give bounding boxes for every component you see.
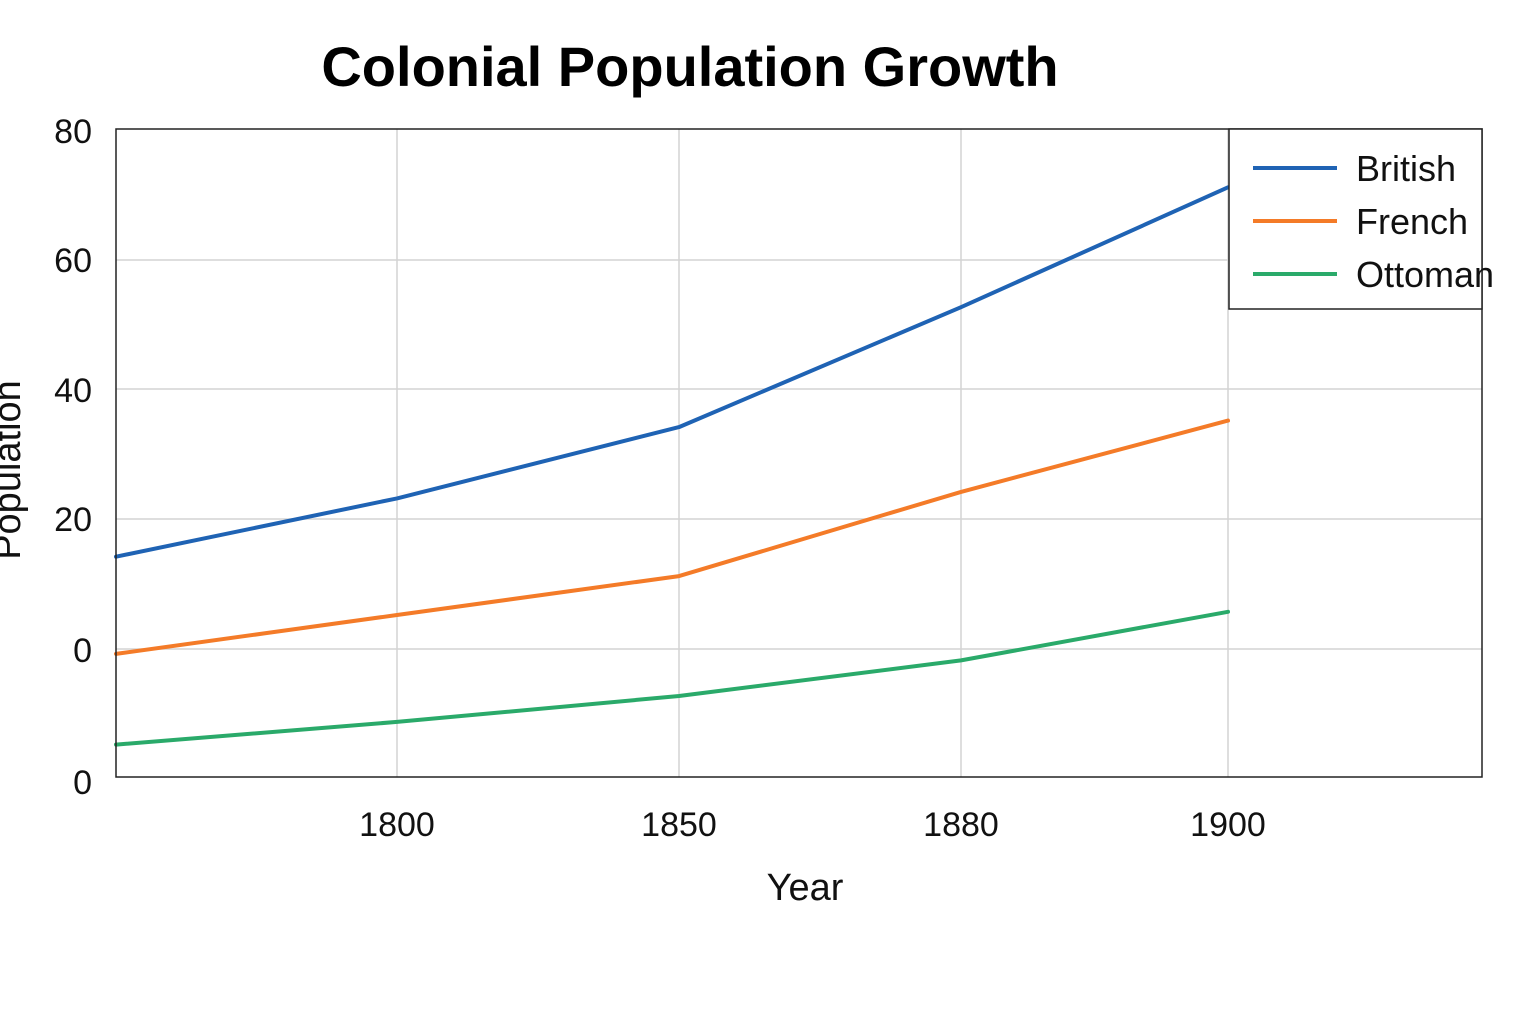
- y-tick-label-1: 0: [73, 632, 92, 670]
- legend-label-ottoman: Ottoman: [1356, 254, 1494, 295]
- y-axis-ticks: 0 0 20 40 60 80: [54, 113, 92, 802]
- legend: British French Ottoman: [1228, 128, 1494, 310]
- y-tick-label-4: 60: [54, 242, 92, 280]
- series-line-ottoman: [114, 609, 1230, 747]
- chart-title: Colonial Population Growth: [321, 35, 1058, 98]
- x-axis-label: Year: [767, 867, 844, 909]
- y-tick-label-3: 40: [54, 372, 92, 410]
- grid: [116, 129, 1482, 777]
- y-tick-label-5: 80: [54, 113, 92, 151]
- y-tick-label-2: 20: [54, 501, 92, 539]
- x-tick-label-1850: 1850: [641, 806, 717, 844]
- legend-label-french: French: [1356, 201, 1468, 242]
- series-line-british: [114, 185, 1230, 559]
- plot-area-frame: [115, 128, 1483, 778]
- x-axis-ticks: 1800 1850 1880 1900: [359, 806, 1266, 844]
- y-tick-label-0: 0: [73, 764, 92, 802]
- x-tick-label-1900: 1900: [1190, 806, 1266, 844]
- series-line-french: [114, 418, 1230, 656]
- x-tick-label-1880: 1880: [923, 806, 999, 844]
- legend-entries: British French Ottoman: [1253, 148, 1494, 295]
- series-lines: [114, 185, 1230, 747]
- legend-label-british: British: [1356, 148, 1456, 189]
- y-axis-label: Population: [0, 380, 29, 560]
- x-tick-label-1800: 1800: [359, 806, 435, 844]
